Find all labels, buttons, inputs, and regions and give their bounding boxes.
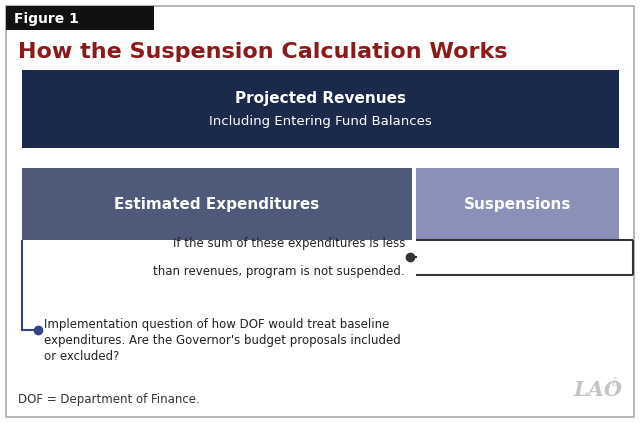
Text: LAO: LAO xyxy=(573,380,623,400)
Text: â: â xyxy=(612,378,619,388)
Text: How the Suspension Calculation Works: How the Suspension Calculation Works xyxy=(18,42,508,62)
Text: Estimated Expenditures: Estimated Expenditures xyxy=(115,197,319,212)
Text: than revenues, program is not suspended.: than revenues, program is not suspended. xyxy=(154,266,405,278)
Text: DOF = Department of Finance.: DOF = Department of Finance. xyxy=(18,393,200,407)
Bar xyxy=(22,70,619,148)
Text: Suspensions: Suspensions xyxy=(464,197,571,212)
Bar xyxy=(6,6,154,30)
Text: Including Entering Fund Balances: Including Entering Fund Balances xyxy=(209,115,432,129)
Bar xyxy=(22,168,412,240)
Text: Figure 1: Figure 1 xyxy=(14,12,79,26)
Bar xyxy=(416,168,619,240)
Text: Implementation question of how DOF would treat baseline: Implementation question of how DOF would… xyxy=(44,318,389,331)
Text: expenditures. Are the Governor's budget proposals included: expenditures. Are the Governor's budget … xyxy=(44,334,401,347)
Text: If the sum of these expenditures is less: If the sum of these expenditures is less xyxy=(173,236,405,250)
Text: Projected Revenues: Projected Revenues xyxy=(235,91,406,105)
Text: or excluded?: or excluded? xyxy=(44,350,120,363)
